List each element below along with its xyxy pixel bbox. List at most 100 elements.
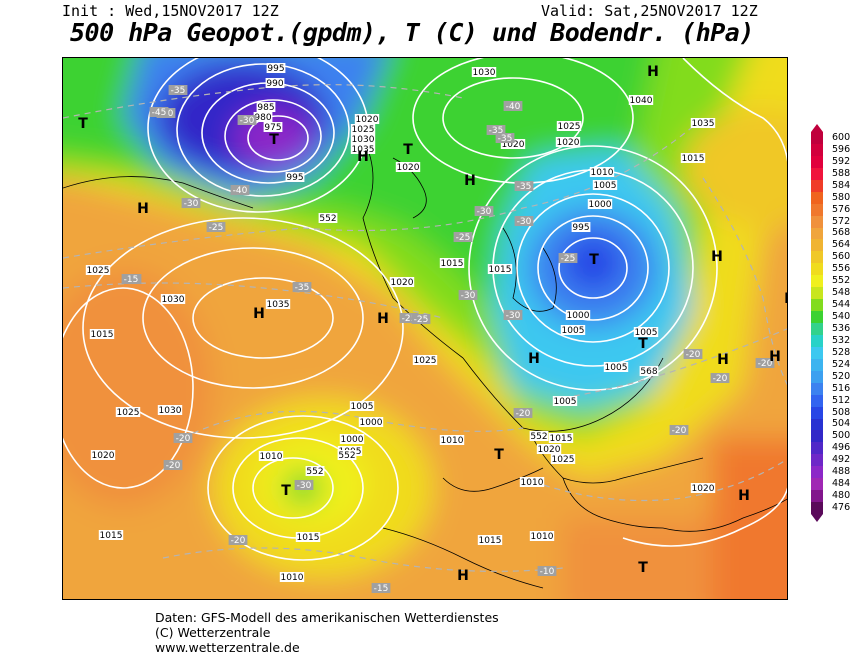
temperature-label: -20: [516, 409, 531, 419]
temperature-label: -25: [209, 223, 224, 233]
isobar-label: 1020: [356, 115, 379, 125]
isobar-label-bg: [265, 299, 291, 309]
colorbar-label: 524: [832, 358, 850, 370]
temperature-label: -40: [233, 186, 248, 196]
colorbar-swatch: [811, 179, 823, 192]
isobar-label-bg: [263, 122, 283, 132]
colorbar-label: 496: [832, 442, 850, 454]
temperature-label-bg: [514, 181, 534, 191]
temperature-label: -30: [517, 217, 532, 227]
colorbar-swatch: [811, 263, 823, 276]
isobar-label: 995: [286, 173, 303, 183]
isobar-label-bg: [587, 199, 613, 209]
isobar-label-bg: [279, 572, 305, 582]
low-pressure-marker: T: [269, 132, 279, 148]
temperature-label-bg: [237, 115, 257, 125]
isotherms: [63, 84, 787, 572]
isobar-label-bg: [395, 162, 421, 172]
colorbar-label: 576: [832, 203, 850, 215]
high-pressure-marker: H: [769, 349, 781, 365]
colorbar-label: 540: [832, 311, 850, 323]
temperature-label: -35: [171, 86, 186, 96]
colorbar-swatch: [811, 370, 823, 383]
high-pressure-marker: H: [253, 306, 265, 322]
isobar-label-bg: [350, 144, 376, 154]
isobar-label-bg: [603, 362, 629, 372]
isobar-label-bg: [556, 121, 582, 131]
map-labels: 9959909859809759951020102510301035102010…: [78, 63, 788, 594]
isobar-label-bg: [565, 310, 591, 320]
colorbar-swatch: [811, 227, 823, 240]
colorbar-swatch: [811, 490, 823, 503]
isobar-label: 1015: [479, 536, 502, 546]
footer-source: Daten: GFS-Modell des amerikanischen Wet…: [155, 610, 499, 625]
temperature-label-bg: [710, 373, 730, 383]
isobar-label: 995: [267, 64, 284, 74]
isobar-label: 1000: [589, 200, 612, 210]
colorbar-label: 512: [832, 394, 850, 406]
low-pressure-marker: T: [281, 483, 291, 499]
isobar-label: 1040: [630, 96, 653, 106]
colorbar-swatch: [811, 251, 823, 264]
isobar-label-bg: [354, 114, 380, 124]
temperature-label: -40: [506, 102, 521, 112]
isobar-label: 1000: [360, 418, 383, 428]
temperature-label: -35: [498, 134, 513, 144]
colorbar-label: 520: [832, 370, 850, 382]
colorbar-label: 596: [832, 143, 850, 155]
colorbar-swatch: [811, 311, 823, 324]
colorbar-swatch: [811, 215, 823, 228]
isobar-label: 1030: [352, 135, 375, 145]
geopotential-label: 552: [306, 467, 323, 477]
isobar-label: 1010: [531, 532, 554, 542]
colorbar-swatch: [811, 478, 823, 491]
isobar-label-bg: [389, 277, 415, 287]
colorbar-swatch: [811, 406, 823, 419]
temperature-label-bg: [458, 290, 478, 300]
colorbar-swatch: [811, 382, 823, 395]
isobar-label: 1015: [489, 265, 512, 275]
isobar-label-bg: [350, 124, 376, 134]
isobar-label: 1025: [87, 266, 110, 276]
temperature-label: -20: [231, 536, 246, 546]
high-pressure-marker: H: [784, 291, 788, 307]
temperature-label-bg: [292, 282, 312, 292]
temperature-label-bg: [163, 460, 183, 470]
temperature-label-bg: [181, 198, 201, 208]
temperature-label-bg: [206, 222, 226, 232]
isobar-label-bg: [500, 139, 526, 149]
isobar-label-bg: [115, 407, 141, 417]
colorbar-swatch: [811, 394, 823, 407]
isobar-label: 1030: [162, 295, 185, 305]
high-pressure-marker: H: [357, 149, 369, 165]
isobar-label-bg: [680, 153, 706, 163]
colorbar-label: 508: [832, 406, 850, 418]
weather-map: 995 990 985 980 975 995 1020 1025 1030 1035 1020 10…: [62, 57, 788, 600]
temperature-label: -30: [477, 207, 492, 217]
geopotential-label: 568: [640, 367, 657, 377]
colorbar-swatch: [811, 275, 823, 288]
colorbar-swatch: [811, 418, 823, 431]
temperature-label: -30: [506, 311, 521, 321]
isobar-label: 1005: [351, 402, 374, 412]
temperature-label: -30: [240, 116, 255, 126]
footer-website: www.wetterzentrale.de: [155, 640, 300, 655]
isobar-label-bg: [628, 95, 654, 105]
colorbar-label: 544: [832, 299, 850, 311]
colorbar-label: 592: [832, 155, 850, 167]
high-pressure-marker: H: [717, 352, 729, 368]
isobar-label-bg: [258, 451, 284, 461]
temperature-label-bg: [513, 408, 533, 418]
isobar-label: 995: [572, 223, 589, 233]
isobar-label-bg: [487, 264, 513, 274]
isobar-label: 1010: [521, 478, 544, 488]
isobar-label: 1025: [414, 356, 437, 366]
low-pressure-marker: T: [638, 336, 648, 352]
colorbar-swatch: [811, 346, 823, 359]
colorbar-label: 492: [832, 454, 850, 466]
high-pressure-marker: H: [137, 201, 149, 217]
temperature-label-bg: [495, 133, 515, 143]
isobar-label-bg: [555, 137, 581, 147]
high-pressure-marker: H: [528, 351, 540, 367]
isobar-label: 1020: [538, 445, 561, 455]
